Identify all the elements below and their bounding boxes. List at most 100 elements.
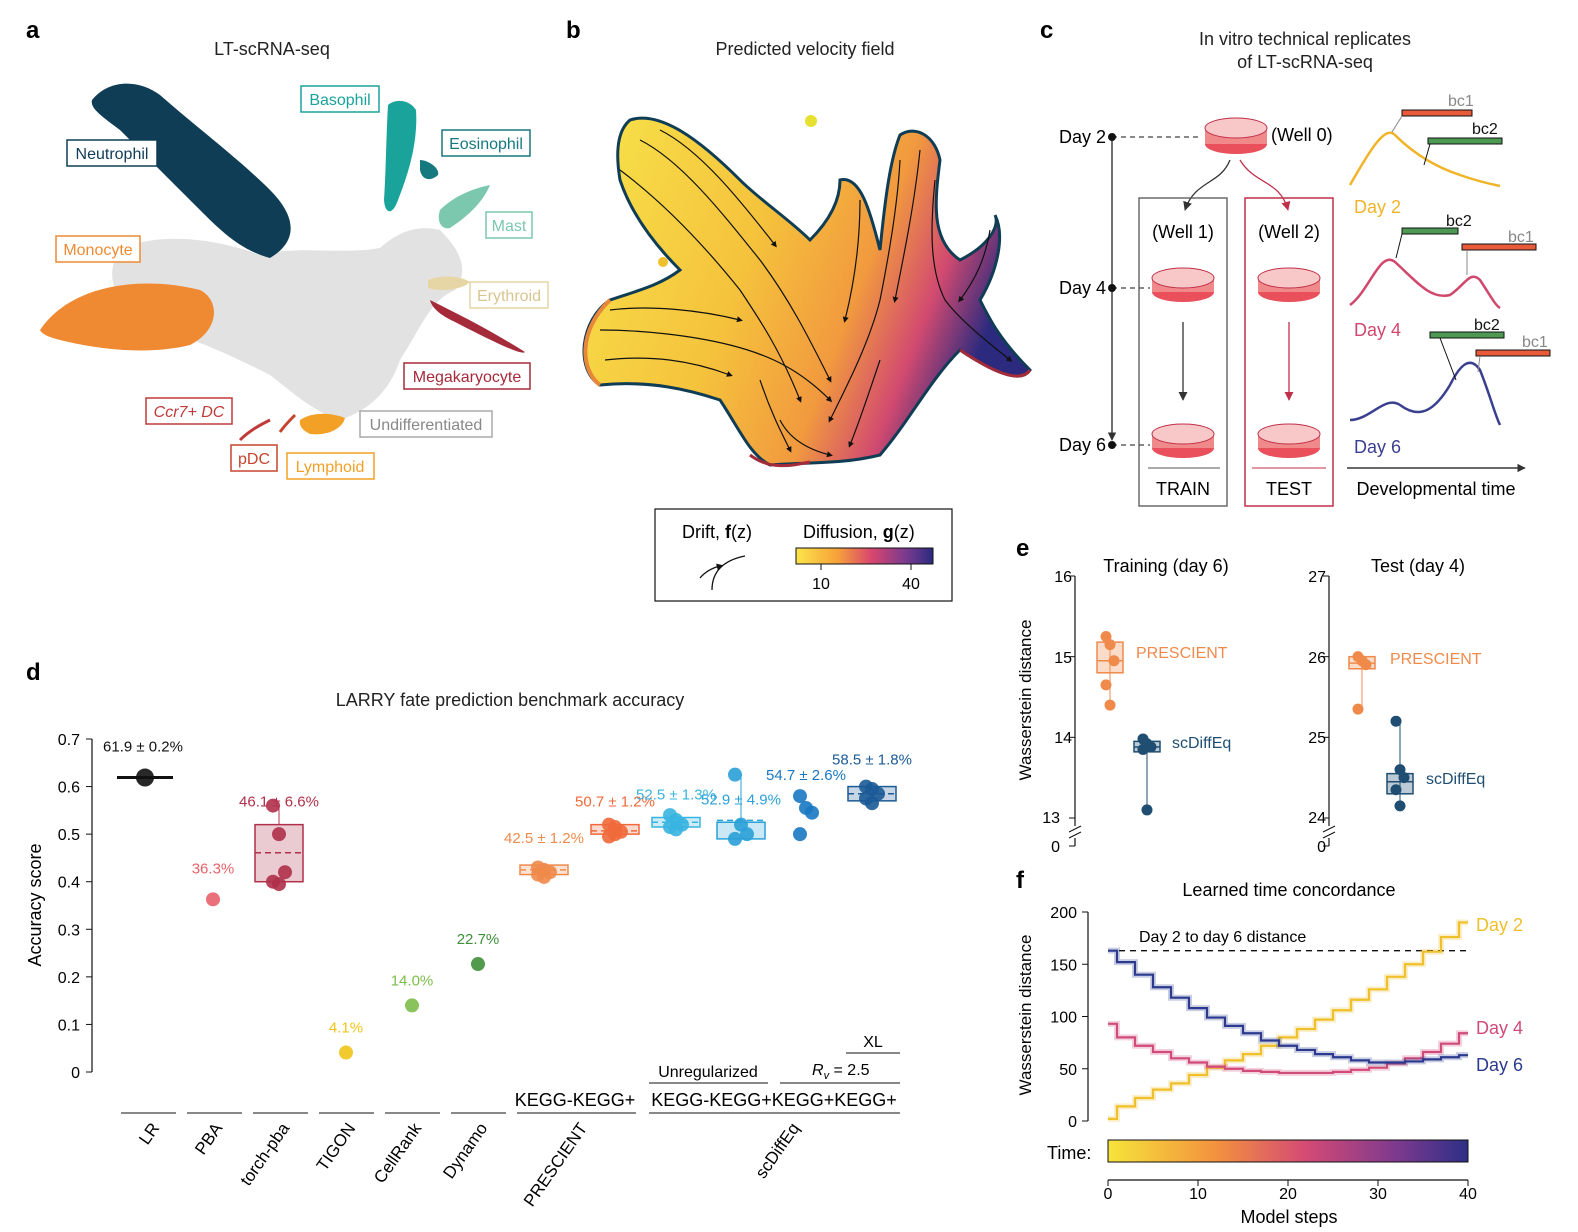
e-left-prescient-label: PRESCIENT <box>1136 645 1228 662</box>
d-value-label-9: 52.9 ± 4.9% <box>701 791 781 808</box>
day-label-2: Day 2 <box>1059 127 1106 147</box>
e-left-scdiffeq-label: scDiffEq <box>1172 735 1231 752</box>
day-label-4: Day 4 <box>1059 278 1106 298</box>
diffusion-label: Diffusion, g(z) <box>803 522 915 542</box>
panel-c-title-1: In vitro technical replicates <box>1199 29 1411 49</box>
panel-e: e Wasserstein distance Training (day 6) … <box>1016 535 1485 856</box>
d-point-8 <box>669 822 683 837</box>
f-reference-label: Day 2 to day 6 distance <box>1139 929 1306 946</box>
colorbar-tick-40: 40 <box>902 576 920 593</box>
method-label-tigon: TIGON <box>313 1119 359 1174</box>
e-right-title: Test (day 4) <box>1371 556 1465 576</box>
e-point <box>1394 800 1406 812</box>
d-value-label-8: 52.5 ± 1.3% <box>636 786 716 803</box>
e-right-scdiffeq-label: scDiffEq <box>1426 771 1485 788</box>
well-1-label: (Well 1) <box>1152 222 1214 242</box>
dish-well2-day6 <box>1257 423 1321 458</box>
method-label-pba: PBA <box>191 1119 226 1158</box>
prescient-sublabel: KEGG-KEGG+ <box>515 1090 636 1110</box>
dish-well2-day4 <box>1257 267 1321 302</box>
day-label-6: Day 6 <box>1059 435 1106 455</box>
d-ylabel: Accuracy score <box>25 843 45 966</box>
label-megakaryocyte: Megakaryocyte <box>403 362 531 390</box>
umap-embedding <box>40 83 525 442</box>
curve-day4 <box>1349 258 1501 310</box>
f-series-label-day2: Day 2 <box>1476 915 1523 935</box>
f-xtick-label: 0 <box>1104 1186 1113 1203</box>
d-value-label-11: 58.5 ± 1.8% <box>832 752 912 769</box>
xl-label: XL <box>863 1034 883 1051</box>
f-ytick-label: 50 <box>1059 1062 1077 1079</box>
f-title: Learned time concordance <box>1182 880 1395 900</box>
svg-text:Monocyte: Monocyte <box>63 242 132 259</box>
e-point <box>1360 659 1372 671</box>
e-point <box>1104 699 1116 711</box>
label-pdc: pDC <box>230 444 278 472</box>
d-point-10 <box>793 827 807 842</box>
d-ytick-label: 0.7 <box>58 732 80 749</box>
e-axis-break <box>1068 831 1082 839</box>
f-ytick-label: 150 <box>1050 957 1077 974</box>
e-right-plot <box>1322 575 1414 847</box>
f-time-label: Time: <box>1047 1143 1091 1163</box>
e-right-tick-27: 27 <box>1308 569 1326 586</box>
d-value-label-4: 14.0% <box>391 972 434 989</box>
barcode-label-3: bc2 <box>1446 213 1472 230</box>
e-left-tick-14: 14 <box>1054 730 1072 747</box>
e-axis-break <box>1322 825 1336 833</box>
curve-label-day2: Day 2 <box>1354 197 1401 217</box>
barcode-label-2: bc2 <box>1472 121 1498 138</box>
e-ylabel: Wasserstein distance <box>1016 620 1035 781</box>
method-label-prescient: PRESCIENT <box>520 1119 591 1210</box>
f-plot: 0 50 100 150 200 0 10 20 30 40 <box>1050 905 1477 1203</box>
d-point-5 <box>471 957 485 972</box>
e-right-prescient-label: PRESCIENT <box>1390 651 1482 668</box>
e-left-tick-16: 16 <box>1054 569 1072 586</box>
barcode-strip-5 <box>1429 331 1505 339</box>
d-point-3 <box>339 1045 353 1060</box>
panel-letter-a: a <box>26 17 40 44</box>
f-ytick-label: 100 <box>1050 1010 1077 1027</box>
well-0-label: (Well 0) <box>1271 125 1333 145</box>
f-xtick-label: 20 <box>1279 1186 1297 1203</box>
e-point <box>1100 679 1112 691</box>
d-point-6 <box>537 869 551 884</box>
e-point <box>1137 743 1149 755</box>
label-neutrophil: Neutrophil <box>66 139 158 167</box>
drift-label: Drift, f(z) <box>682 522 752 542</box>
dish-well0 <box>1204 117 1268 154</box>
svg-text:Erythroid: Erythroid <box>477 288 541 305</box>
svg-text:Eosinophil: Eosinophil <box>449 136 523 153</box>
e-axis-break <box>1068 825 1082 833</box>
f-line-day-2 <box>1108 921 1468 1121</box>
e-right-tick-26: 26 <box>1308 650 1326 667</box>
barcode-strip-2 <box>1427 137 1503 145</box>
svg-text:Neutrophil: Neutrophil <box>76 146 149 163</box>
method-label-lr: LR <box>135 1119 163 1148</box>
d-point-11 <box>865 796 879 811</box>
cluster-labels: Basophil Eosinophil Neutrophil Mast Mono… <box>55 85 549 480</box>
e-point <box>1390 715 1402 727</box>
panel-b: b Predicted velocity field <box>566 17 1032 602</box>
e-left-tick-13: 13 <box>1042 810 1060 827</box>
panel-a-title: LT-scRNA-seq <box>214 39 330 59</box>
f-xlabel: Model steps <box>1240 1207 1337 1227</box>
method-label-torch-pba: torch-pba <box>237 1119 294 1189</box>
barcode-strip-4 <box>1461 243 1537 251</box>
e-left-tick-15: 15 <box>1054 650 1072 667</box>
f-line-day-6 <box>1108 949 1468 1064</box>
panel-f: f Learned time concordance Wasserstein d… <box>1016 867 1523 1227</box>
label-eosinophil: Eosinophil <box>441 129 531 157</box>
d-value-label-3: 4.1% <box>329 1019 363 1036</box>
panel-letter-d: d <box>26 659 41 686</box>
diffusion-colorbar <box>795 547 934 565</box>
d-value-label-0: 61.9 ± 0.2% <box>103 739 183 756</box>
barcode-strip-6 <box>1475 349 1551 357</box>
rv-label: Rv = 2.5 <box>812 1062 870 1082</box>
d-marks: 61.9 ± 0.2% 36.3% 46.1 ± 6.6% 4.1% 14.0% 22.7… <box>103 739 912 1060</box>
e-point <box>1104 639 1116 651</box>
barcode-label-6: bc1 <box>1522 334 1548 351</box>
panel-letter-e: e <box>1016 535 1029 562</box>
label-lymphoid: Lymphoid <box>286 452 375 480</box>
d-axis: 0 0.1 0.2 0.3 0.4 0.5 0.6 0.7 Accuracy score <box>25 732 93 1082</box>
